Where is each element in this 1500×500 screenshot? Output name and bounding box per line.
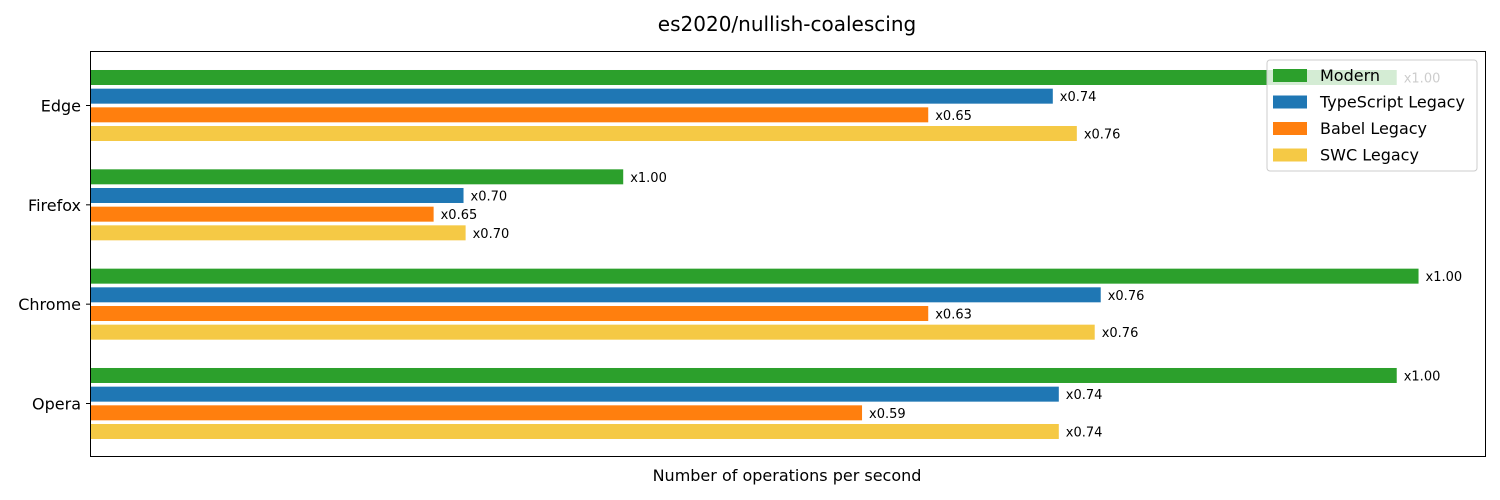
data-label-edge-swc-legacy: x0.76 xyxy=(1084,128,1121,143)
legend-label-modern: Modern xyxy=(1320,66,1380,85)
bar-opera-babel-legacy xyxy=(91,405,863,421)
legend-label-swc-legacy: SWC Legacy xyxy=(1320,146,1419,165)
data-label-edge-babel-legacy: x0.65 xyxy=(935,109,972,124)
data-label-edge-typescript-legacy: x0.74 xyxy=(1060,90,1097,105)
bar-edge-swc-legacy xyxy=(91,126,1077,142)
bar-chrome-typescript-legacy xyxy=(91,287,1101,303)
y-tick-label-opera: Opera xyxy=(32,394,81,413)
data-label-chrome-babel-legacy: x0.63 xyxy=(935,307,972,322)
data-label-firefox-typescript-legacy: x0.70 xyxy=(471,189,508,204)
y-tick-label-chrome: Chrome xyxy=(18,295,81,314)
bar-chrome-swc-legacy xyxy=(91,324,1095,340)
plot-frame xyxy=(90,51,1486,457)
bar-firefox-modern xyxy=(91,169,624,185)
data-label-chrome-typescript-legacy: x0.76 xyxy=(1108,289,1145,304)
legend-swatch-typescript-legacy xyxy=(1273,95,1307,109)
data-label-chrome-swc-legacy: x0.76 xyxy=(1102,326,1139,341)
bar-chrome-modern xyxy=(91,268,1419,284)
bar-opera-modern xyxy=(91,367,1397,383)
legend-swatch-babel-legacy xyxy=(1273,122,1307,135)
bars-layer xyxy=(91,69,1419,439)
data-label-chrome-modern: x1.00 xyxy=(1426,270,1463,285)
bar-edge-babel-legacy xyxy=(91,107,929,123)
data-label-opera-typescript-legacy: x0.74 xyxy=(1066,388,1103,403)
y-axis: Edge Firefox Chrome Opera xyxy=(18,97,91,413)
legend-swatch-swc-legacy xyxy=(1273,148,1307,162)
data-labels-layer: x1.00 x0.74 x0.65 x0.76 x1.00 x0.70 x0.65 x0.70… xyxy=(441,71,1463,440)
legend-box xyxy=(1266,59,1478,172)
x-axis-label: Number of operations per second xyxy=(653,466,922,485)
data-label-opera-babel-legacy: x0.59 xyxy=(869,407,906,422)
bar-firefox-babel-legacy xyxy=(91,206,434,222)
data-label-opera-swc-legacy: x0.74 xyxy=(1066,425,1103,440)
data-label-opera-modern: x1.00 xyxy=(1404,369,1441,384)
data-label-firefox-modern: x1.00 xyxy=(630,171,667,186)
bar-chrome-babel-legacy xyxy=(91,305,929,321)
bar-firefox-typescript-legacy xyxy=(91,187,464,203)
y-tick-label-edge: Edge xyxy=(41,97,81,116)
bar-opera-swc-legacy xyxy=(91,423,1059,439)
data-label-firefox-babel-legacy: x0.65 xyxy=(441,208,478,223)
legend: Modern TypeScript Legacy Babel Legacy SWC L… xyxy=(1266,59,1478,172)
legend-label-typescript-legacy: TypeScript Legacy xyxy=(1319,93,1465,112)
chart-title: es2020/nullish-coalescing xyxy=(658,12,916,36)
bar-edge-typescript-legacy xyxy=(91,88,1053,104)
legend-swatch-modern xyxy=(1273,69,1307,82)
legend-label-babel-legacy: Babel Legacy xyxy=(1320,119,1427,138)
bar-firefox-swc-legacy xyxy=(91,225,466,241)
bar-edge-modern xyxy=(91,69,1397,85)
bar-opera-typescript-legacy xyxy=(91,386,1059,402)
data-label-firefox-swc-legacy: x0.70 xyxy=(473,227,510,242)
y-tick-label-firefox: Firefox xyxy=(28,196,81,215)
